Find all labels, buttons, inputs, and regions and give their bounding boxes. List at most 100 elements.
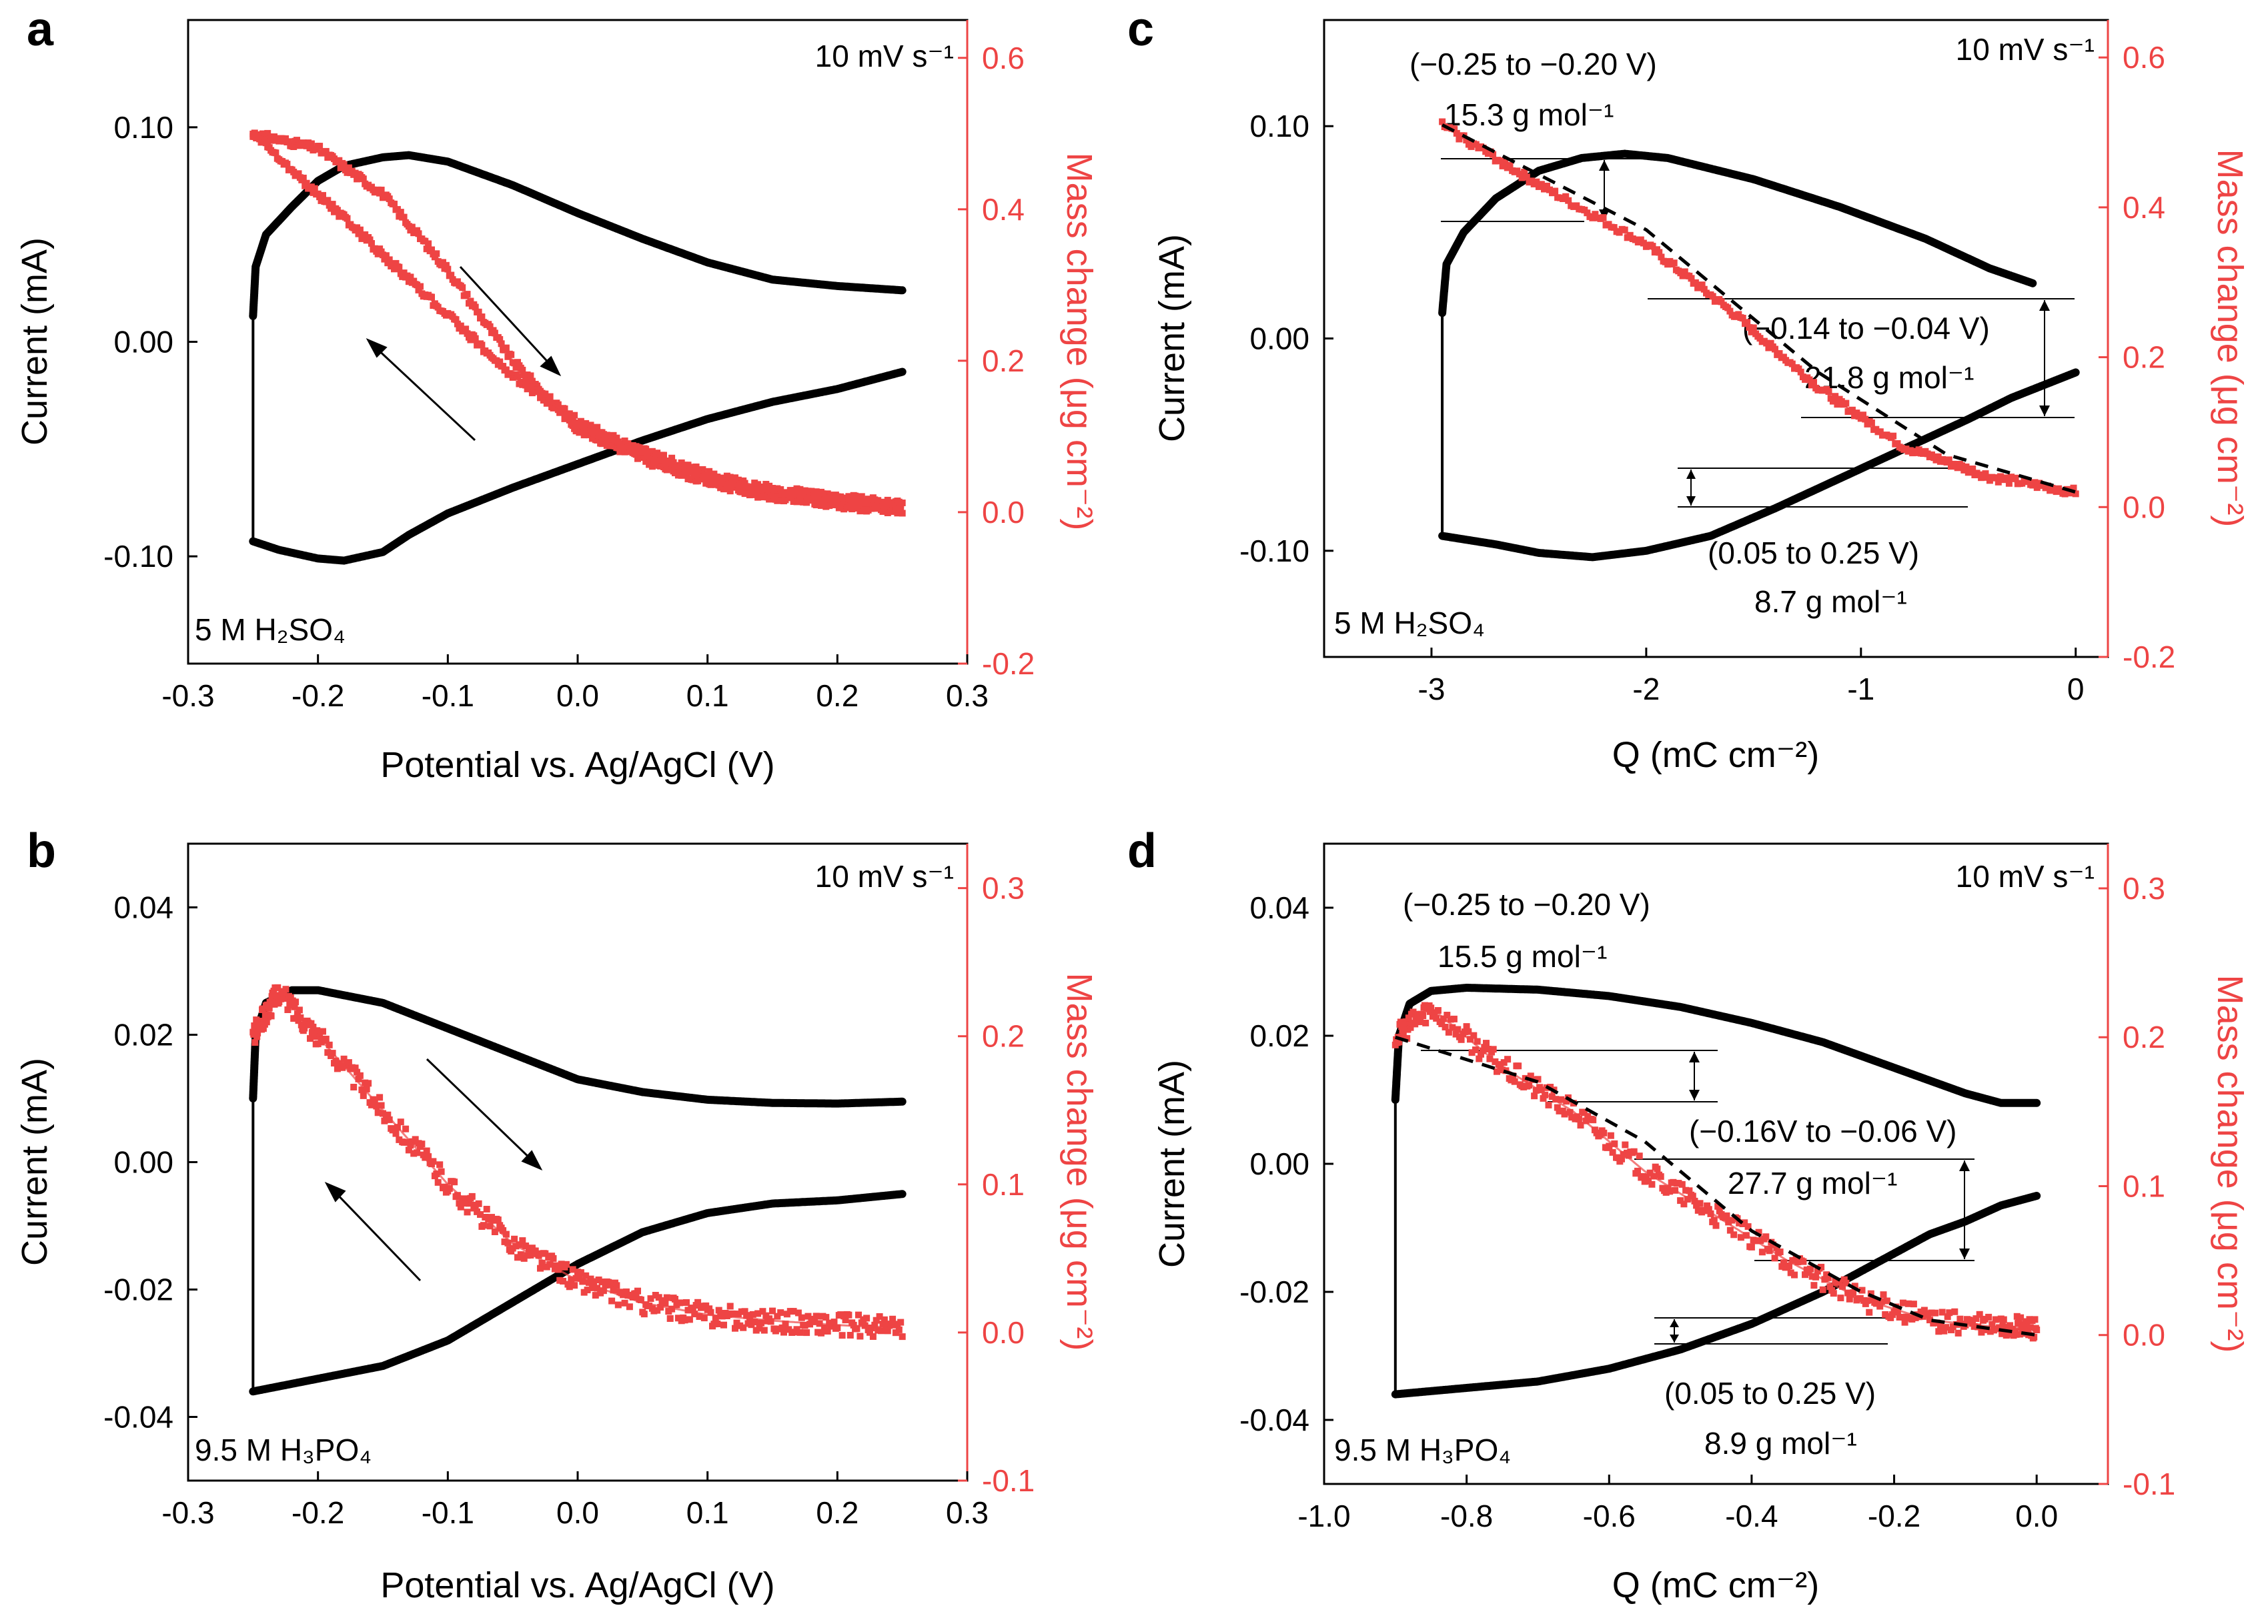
mass-point (657, 1304, 664, 1311)
mass-point (374, 1109, 382, 1116)
mass-point (1520, 1083, 1528, 1090)
mass-point (848, 498, 856, 505)
mass-point (433, 1170, 440, 1178)
mass-point (1958, 462, 1966, 470)
mass-point (842, 1317, 849, 1324)
mass-trace-a-3 (252, 133, 903, 506)
mass-point (1502, 159, 1509, 166)
mass-point (516, 1241, 523, 1249)
mass-point (760, 1327, 768, 1334)
mass-point (614, 1301, 622, 1309)
mass-point (1630, 1148, 1638, 1155)
x-tick-label: -1.0 (1297, 1499, 1350, 1533)
x-label-d: Q (mC cm⁻²) (1612, 1565, 1819, 1605)
electrolyte-c: 5 M H₂SO₄ (1334, 606, 1485, 640)
mass-point (1465, 1028, 1472, 1035)
mass-point (1819, 1286, 1826, 1293)
mass-point (1686, 1187, 1693, 1194)
scan-direction-arrows-a (366, 265, 562, 442)
mass-point (897, 506, 905, 514)
mass-point (1954, 464, 1961, 472)
mass-point (1748, 1243, 1755, 1251)
mass-point (282, 986, 290, 993)
mass-point (1702, 1207, 1709, 1214)
mass-point (1999, 1330, 2006, 1337)
mass-point (524, 385, 531, 393)
mass-point (1830, 1290, 1837, 1297)
panel-a (187, 19, 969, 665)
mass-point (358, 1086, 366, 1094)
mass-point (1689, 1192, 1696, 1200)
mass-point (2061, 490, 2069, 498)
mass-point (337, 164, 344, 171)
y-right-tick-label: 0.2 (2123, 1020, 2165, 1054)
y-left-tick-label: -0.10 (103, 539, 173, 574)
mass-point (502, 344, 510, 351)
y-right-tick-label: -0.1 (2123, 1467, 2175, 1501)
mass-point (1890, 1309, 1898, 1316)
y-right-tick-label: -0.2 (2123, 640, 2175, 674)
mass-point (454, 1192, 461, 1199)
mass-point (774, 1313, 781, 1320)
mass-point (782, 1321, 789, 1328)
x-tick-label: 0.2 (816, 1495, 859, 1530)
mass-point (1670, 1178, 1677, 1186)
electrolyte-d: 9.5 M H₃PO₄ (1334, 1433, 1511, 1467)
mass-point (1757, 1237, 1764, 1245)
mass-point (542, 1250, 549, 1257)
mass-point (796, 1329, 804, 1336)
mass-point (1736, 1219, 1743, 1227)
mass-point (626, 1303, 633, 1311)
mass-point (1589, 214, 1596, 221)
mass-point (350, 1084, 358, 1090)
mass-point (486, 323, 494, 330)
mass-point (569, 1266, 576, 1273)
mass-point (384, 259, 392, 267)
mass-point (1429, 1012, 1436, 1020)
mass-point (1951, 1308, 1958, 1315)
annotation-value-c-1: 15.3 g mol⁻¹ (1444, 97, 1614, 132)
mass-point (418, 290, 426, 297)
mass-point (879, 1321, 887, 1328)
x-label-a: Potential vs. Ag/AgCl (V) (380, 745, 774, 785)
mass-point (430, 302, 437, 309)
mass-point (794, 1309, 802, 1317)
mass-point (1890, 432, 1897, 440)
mass-point (511, 1235, 518, 1243)
mass-point (1978, 1329, 1985, 1336)
mass-point (1490, 1046, 1497, 1053)
x-label-b: Potential vs. Ag/AgCl (V) (380, 1565, 774, 1605)
y-left-tick-label: -0.04 (103, 1400, 173, 1435)
mass-point (1956, 1315, 1964, 1323)
mass-point (1883, 1297, 1890, 1305)
mass-point (725, 480, 732, 487)
mass-point (1837, 1295, 1844, 1302)
mass-point (1521, 169, 1528, 175)
mass-point (608, 1297, 616, 1305)
mass-point (1995, 478, 2002, 486)
mass-series-c-2 (1439, 118, 2079, 498)
mass-point (1694, 1206, 1702, 1214)
mass-point (373, 1102, 380, 1110)
mass-point (1538, 181, 1545, 188)
x-tick-label: -0.2 (292, 1495, 344, 1530)
mass-point (756, 1325, 763, 1332)
mass-point (1468, 1049, 1476, 1056)
scan-rate-a: 10 mV s⁻¹ (815, 39, 954, 73)
mass-point (1810, 1282, 1818, 1289)
mass-point (853, 1325, 861, 1333)
y-right-tick-label: 0.1 (982, 1167, 1025, 1202)
mass-point (1548, 1093, 1556, 1100)
mass-point (832, 492, 839, 499)
mass-point (397, 1118, 404, 1126)
mass-point (2023, 1318, 2030, 1325)
mass-point (538, 1259, 546, 1267)
mass-point (1880, 1291, 1887, 1299)
mass-point (1944, 1313, 1951, 1321)
mass-point (1634, 1167, 1641, 1174)
mass-point (672, 1296, 678, 1303)
mass-point (606, 1281, 614, 1289)
mass-point (1744, 1223, 1752, 1231)
current-series-d-0 (1391, 984, 2041, 1107)
mass-point (1682, 1186, 1690, 1194)
